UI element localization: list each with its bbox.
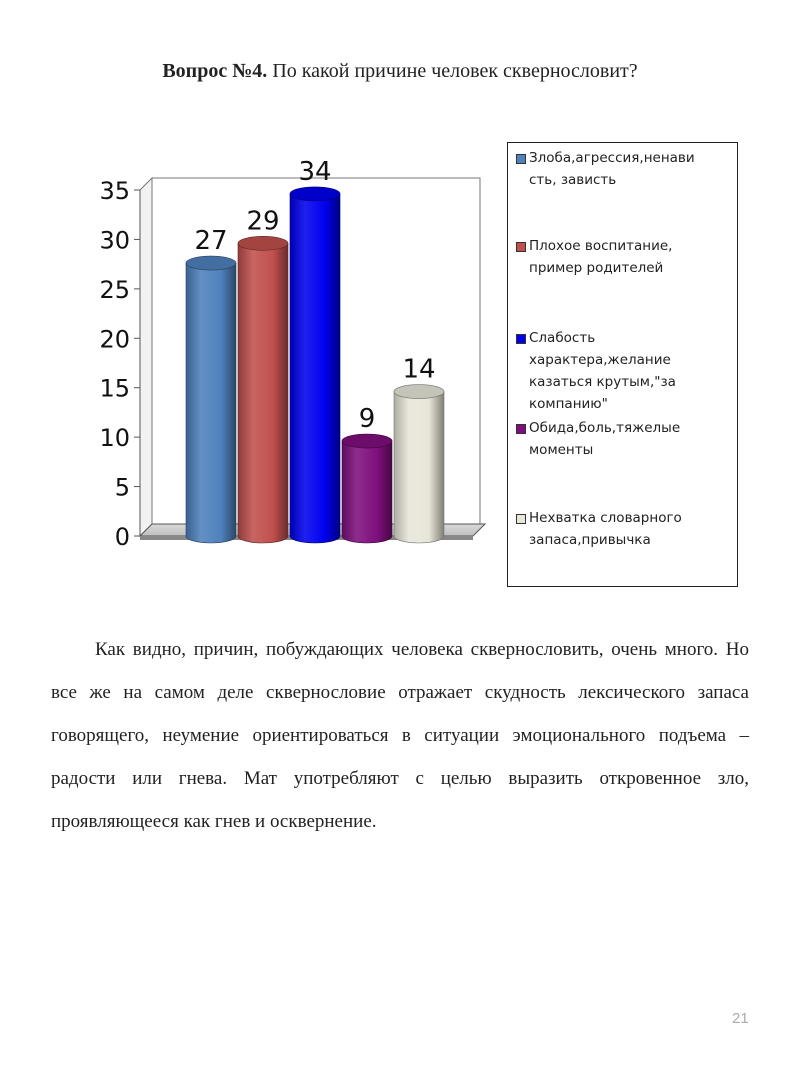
y-tick-label: 0: [115, 523, 130, 551]
legend-item: Злоба,агрессия,ненави сть, зависть: [516, 147, 726, 191]
data-label: 34: [298, 157, 331, 187]
bar: [237, 236, 289, 544]
legend-swatch: [516, 334, 526, 344]
question-heading: Вопрос №4. По какой причине человек скве…: [0, 60, 800, 83]
legend-item: Плохое воспитание, пример родителей: [516, 235, 726, 279]
legend-label: Слабость характера,желание казаться крут…: [529, 330, 676, 412]
y-tick-label: 5: [115, 474, 130, 502]
legend-label: Плохое воспитание, пример родителей: [529, 238, 673, 276]
body-text: Как видно, причин, побуждающих человека …: [51, 639, 749, 832]
legend-label: Злоба,агрессия,ненави сть, зависть: [529, 150, 695, 188]
bar-body: [289, 193, 341, 544]
data-labels: 27 29 34 9 14: [194, 157, 435, 434]
bar-top: [237, 236, 289, 251]
bar: [289, 186, 341, 544]
bar: [393, 384, 445, 544]
bar-body: [393, 391, 445, 544]
legend-item: Нехватка словарного запаса,привычка: [516, 507, 726, 551]
y-tick-label: 15: [99, 375, 130, 403]
bar-body: [237, 243, 289, 544]
y-tick-label: 25: [99, 276, 130, 304]
legend-swatch: [516, 242, 526, 252]
legend-item: Слабость характера,желание казаться крут…: [516, 327, 726, 415]
bar-chart: 0 5 10 15 20 25 30 35 27 29 34 9 14: [99, 157, 487, 551]
y-tick-label: 35: [99, 177, 130, 205]
chart-legend: Злоба,агрессия,ненави сть, зависть Плохо…: [507, 142, 738, 587]
legend-label: Обида,боль,тяжелые моменты: [529, 420, 681, 458]
data-label: 9: [359, 404, 376, 434]
bar-top: [341, 433, 393, 449]
y-axis-ticks: 0 5 10 15 20 25 30 35: [99, 177, 141, 551]
bar-body: [341, 440, 393, 544]
bar-body: [185, 262, 237, 544]
y-tick-label: 20: [99, 325, 130, 353]
body-paragraph: Как видно, причин, побуждающих человека …: [51, 628, 749, 843]
bar-top: [289, 186, 341, 202]
bar: [341, 433, 393, 544]
data-label: 14: [402, 355, 435, 385]
y-tick-label: 10: [99, 424, 130, 452]
legend-item: Обида,боль,тяжелые моменты: [516, 417, 726, 461]
question-text: По какой причине человек сквернословит?: [267, 60, 638, 82]
bar: [185, 255, 237, 544]
legend-label: Нехватка словарного запаса,привычка: [529, 510, 682, 548]
legend-swatch: [516, 154, 526, 164]
data-label: 27: [194, 226, 227, 256]
legend-swatch: [516, 514, 526, 524]
question-number: Вопрос №4.: [162, 60, 268, 82]
legend-swatch: [516, 424, 526, 434]
page-number: 21: [732, 1010, 749, 1027]
y-tick-label: 30: [99, 226, 130, 254]
bar-top: [393, 384, 445, 399]
data-label: 29: [246, 206, 279, 236]
bar-top: [185, 255, 237, 271]
bars: [185, 186, 445, 544]
side-wall: [139, 176, 153, 538]
